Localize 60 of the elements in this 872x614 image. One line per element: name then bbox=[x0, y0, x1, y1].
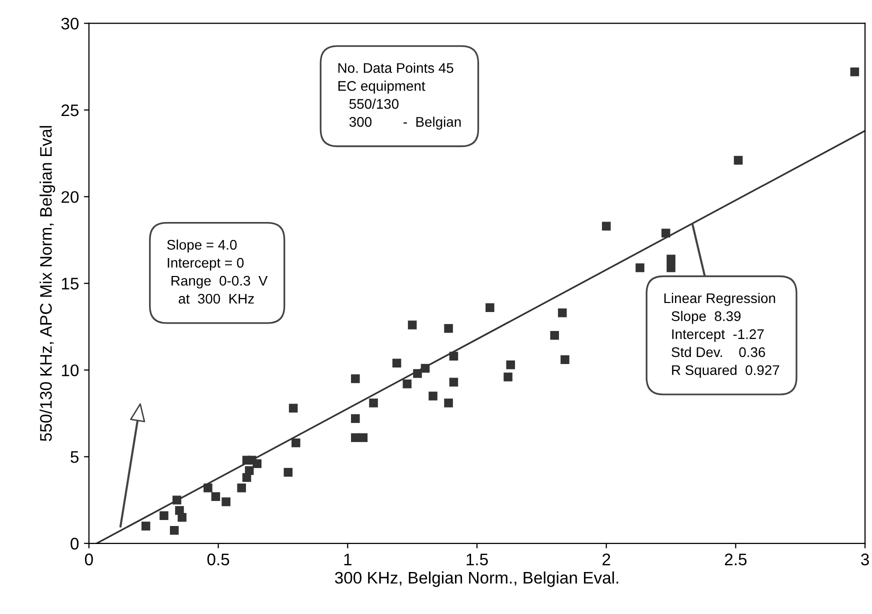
y-axis-title: 550/130 KHz, APC Mix Norm, Belgian Eval bbox=[40, 126, 56, 442]
point bbox=[242, 473, 252, 482]
point bbox=[292, 438, 300, 448]
point bbox=[602, 222, 611, 231]
point bbox=[160, 511, 168, 520]
point bbox=[178, 512, 186, 522]
annotation: No. Data Points 45 EC equipment 550/130 300 - Belgian bbox=[338, 62, 461, 130]
point bbox=[172, 496, 182, 504]
point bbox=[369, 398, 378, 408]
point bbox=[351, 414, 360, 423]
point bbox=[351, 374, 360, 384]
annotation: Slope = 4.0 Intercept = 0 Range 0-0.3 V at 300 KHz bbox=[167, 240, 268, 304]
point bbox=[444, 398, 453, 408]
point bbox=[558, 308, 567, 318]
x-tick-label: 1 bbox=[344, 554, 352, 566]
x-tick-label: 1.5 bbox=[466, 554, 488, 566]
point bbox=[636, 263, 644, 272]
x-tick-label: 0.5 bbox=[207, 554, 230, 566]
point bbox=[141, 522, 150, 530]
point bbox=[358, 433, 368, 442]
point bbox=[222, 497, 230, 506]
point bbox=[204, 484, 212, 492]
point bbox=[449, 378, 458, 387]
annotation: Linear Regression Slope 8.39 Intercept -1.27 Std Dev. 0.36 R Squared 0.927 bbox=[664, 292, 780, 378]
point bbox=[666, 263, 676, 272]
point bbox=[392, 358, 402, 368]
y-tick-label: 25 bbox=[62, 104, 79, 116]
point bbox=[444, 324, 453, 333]
point bbox=[661, 228, 670, 238]
point bbox=[237, 484, 246, 492]
x-tick-label: 2 bbox=[602, 554, 610, 566]
x-axis-title: 300 KHz, Belgian Norm., Belgian Eval. bbox=[334, 571, 618, 587]
point bbox=[170, 526, 179, 535]
point bbox=[506, 360, 516, 370]
point bbox=[211, 492, 220, 501]
x-tick-label: 2.5 bbox=[724, 554, 747, 566]
point bbox=[428, 392, 438, 400]
point bbox=[252, 459, 262, 468]
y-tick-label: 5 bbox=[70, 451, 79, 463]
y-tick-label: 15 bbox=[62, 278, 79, 290]
x-tick-label: 0 bbox=[84, 554, 93, 566]
y-tick-label: 0 bbox=[70, 538, 79, 550]
x-tick-label: 3 bbox=[861, 554, 869, 566]
point bbox=[402, 380, 412, 388]
point bbox=[850, 67, 860, 76]
point bbox=[413, 369, 422, 378]
point bbox=[734, 156, 743, 165]
point bbox=[449, 352, 458, 361]
y-tick-label: 30 bbox=[61, 18, 79, 30]
point bbox=[666, 254, 676, 264]
point bbox=[408, 320, 417, 330]
y-tick-label: 20 bbox=[62, 191, 79, 203]
y-tick-label: 10 bbox=[62, 364, 79, 376]
point bbox=[288, 404, 298, 413]
point bbox=[560, 355, 570, 364]
point bbox=[504, 372, 512, 382]
point bbox=[550, 330, 559, 340]
point bbox=[486, 303, 494, 312]
point bbox=[420, 364, 430, 373]
point bbox=[284, 468, 293, 477]
